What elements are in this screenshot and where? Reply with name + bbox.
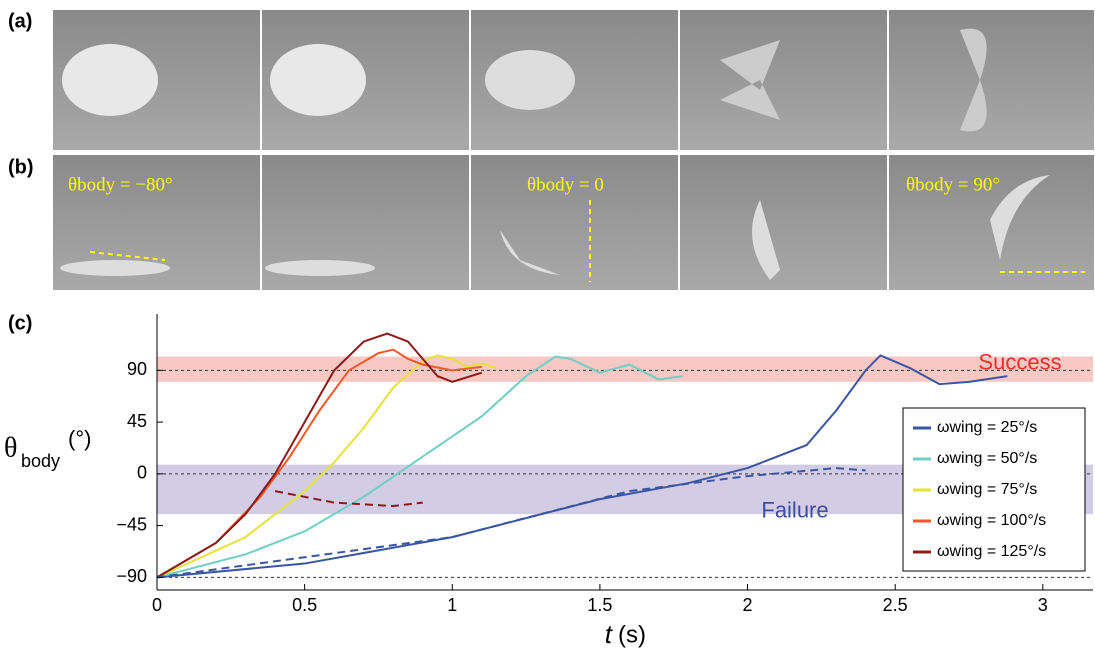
series-line (156, 354, 1008, 579)
x-tick-label: 1.5 (587, 595, 612, 615)
x-tick-label: 2 (743, 595, 753, 615)
y-tick-label: −90 (116, 566, 147, 586)
x-tick-label: 0.5 (292, 595, 317, 615)
y-label-unit: (°) (68, 426, 91, 451)
series-line (156, 467, 866, 579)
legend-label: ωwing = 75°/s (937, 481, 1037, 498)
x-tick-label: 3 (1038, 595, 1048, 615)
series-line (156, 354, 497, 579)
legend-label: ωwing = 100°/s (937, 512, 1046, 529)
band (157, 356, 1093, 382)
legend-label: ωwing = 25°/s (937, 419, 1037, 436)
x-label-unit: (s) (618, 621, 646, 648)
x-tick-label: 2.5 (883, 595, 908, 615)
y-tick-label: 0 (137, 463, 147, 483)
panel-label: (a) (8, 10, 32, 32)
legend-label: ωwing = 50°/s (937, 450, 1037, 467)
x-tick-label: 0 (152, 595, 162, 615)
y-tick-label: 90 (127, 359, 147, 379)
y-label: θ (4, 432, 17, 463)
series-line (156, 332, 483, 579)
y-tick-label: −45 (116, 514, 147, 534)
band-label: Success (978, 349, 1061, 374)
panel-label: (c) (8, 312, 32, 334)
photo-strip-b: θbody = −80° θbody = 0 θbody = 90° (53, 155, 1094, 290)
series-line (156, 355, 683, 579)
band-label: Failure (761, 498, 828, 523)
photo-annotation: θbody = −80° (68, 174, 173, 195)
x-label: t (605, 619, 614, 649)
panel-label: (b) (8, 156, 34, 178)
series-line (274, 490, 423, 508)
x-tick-label: 1 (447, 595, 457, 615)
legend-box (902, 407, 1086, 572)
y-label-sub: body (21, 451, 60, 471)
series-line (156, 348, 482, 579)
photo-annotation: θbody = 0 (527, 174, 604, 195)
legend-label: ωwing = 125°/s (937, 543, 1046, 560)
photo-annotation: θbody = 90° (906, 174, 1000, 195)
photo-strip-a (53, 10, 1094, 150)
y-tick-label: 45 (127, 411, 147, 431)
